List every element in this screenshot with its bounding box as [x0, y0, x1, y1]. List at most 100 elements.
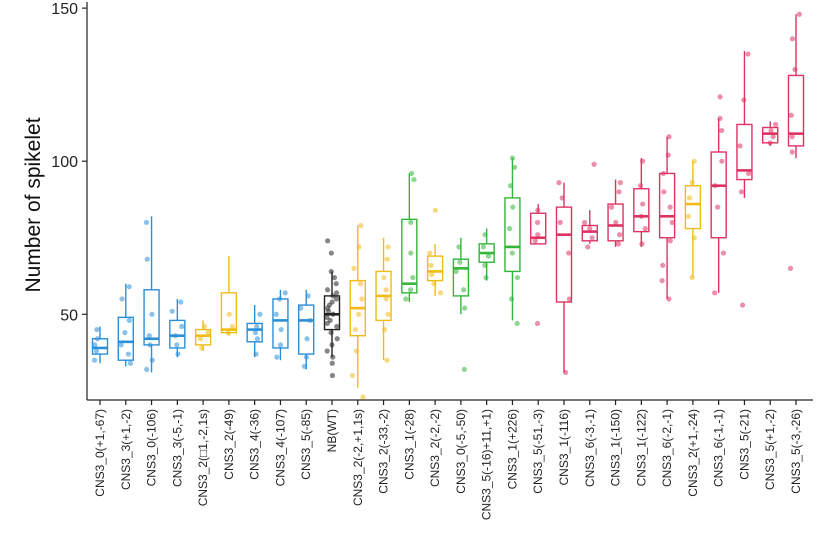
data-point: [768, 127, 774, 134]
data-point: [149, 311, 155, 317]
data-point: [149, 357, 155, 363]
data-point: [461, 287, 467, 293]
data-point: [328, 268, 334, 275]
data-point: [252, 330, 259, 336]
data-point: [381, 326, 388, 333]
data-point: [789, 149, 795, 155]
data-point: [408, 170, 415, 177]
data-point: [660, 170, 667, 177]
data-point: [485, 253, 492, 259]
data-point: [333, 281, 339, 287]
data-point: [770, 134, 776, 140]
box-group: [787, 11, 805, 271]
data-point: [273, 311, 279, 317]
box-group: [504, 155, 521, 327]
data-point: [453, 268, 459, 275]
data-point: [410, 274, 416, 281]
box-group: [581, 161, 598, 250]
data-point: [353, 348, 360, 354]
data-point: [788, 112, 794, 118]
box-group: [220, 256, 238, 336]
x-tick-label: CNS3_2(-2,-2): [428, 409, 442, 487]
data-point: [482, 232, 488, 238]
box-iqr: [401, 218, 418, 294]
data-point: [381, 274, 387, 281]
data-point: [511, 164, 518, 170]
data-point: [356, 244, 362, 250]
data-point: [359, 296, 365, 302]
data-point: [303, 354, 310, 360]
x-tick-label: CNS3_2(-49): [222, 409, 236, 480]
box-iqr: [710, 151, 727, 239]
data-point: [305, 293, 311, 299]
data-point: [304, 336, 310, 342]
data-point: [559, 195, 565, 201]
data-point: [738, 189, 745, 195]
x-tick-label: CNS3_0(-106): [145, 409, 159, 486]
x-tick-label: CNS3_6(-3,-1): [583, 409, 597, 487]
data-point: [329, 299, 335, 305]
data-point: [254, 323, 260, 330]
data-point: [201, 323, 208, 330]
data-point: [225, 330, 231, 336]
data-point: [253, 351, 259, 357]
data-point: [329, 342, 335, 348]
data-point: [689, 180, 695, 186]
box-group: [710, 94, 727, 296]
box-group: [426, 207, 444, 296]
data-point: [411, 176, 417, 183]
data-point: [169, 308, 175, 314]
data-point: [457, 259, 463, 265]
x-tick-label: CNS3_5(-51,-3): [531, 409, 545, 494]
data-point: [480, 244, 487, 250]
data-point: [179, 323, 185, 330]
box-iqr: [194, 328, 212, 346]
data-point: [666, 134, 672, 140]
data-point: [147, 342, 153, 348]
data-point: [198, 336, 204, 342]
data-point: [118, 342, 124, 348]
data-point: [637, 183, 644, 189]
box-iqr: [246, 322, 263, 343]
data-point: [691, 158, 697, 164]
data-point: [535, 232, 541, 238]
data-point: [356, 311, 362, 317]
data-point: [94, 336, 101, 342]
data-point: [461, 366, 467, 372]
box-group: [194, 320, 212, 352]
data-point: [144, 366, 150, 372]
data-point: [509, 155, 516, 161]
data-point: [737, 143, 743, 149]
data-point: [796, 11, 802, 17]
box-group: [684, 158, 702, 281]
data-point: [507, 183, 514, 189]
data-point: [534, 320, 541, 327]
data-point: [324, 314, 330, 320]
data-point: [384, 256, 390, 262]
data-point: [278, 326, 284, 333]
data-point: [616, 232, 623, 238]
box-iqr: [298, 304, 315, 355]
box-group: [349, 222, 366, 400]
box-iqr: [607, 203, 624, 242]
data-point: [638, 213, 644, 219]
y-axis-title: Number of spikelet: [22, 117, 45, 292]
data-point: [334, 336, 340, 342]
data-point: [357, 281, 364, 287]
data-point: [587, 225, 593, 232]
data-point: [591, 161, 597, 167]
x-tick-label: CNS3_3(-5,-1): [170, 409, 184, 487]
data-point: [640, 201, 646, 207]
data-point: [298, 305, 304, 311]
box-iqr: [169, 319, 186, 349]
data-point: [483, 274, 489, 281]
data-point: [589, 235, 595, 241]
box-group: [323, 238, 341, 379]
x-tick-label: NB(WT): [325, 409, 339, 452]
data-point: [126, 284, 132, 290]
data-point: [719, 158, 725, 164]
data-point: [509, 250, 515, 256]
data-point: [351, 265, 357, 271]
data-point: [666, 296, 672, 302]
data-point: [514, 320, 520, 327]
